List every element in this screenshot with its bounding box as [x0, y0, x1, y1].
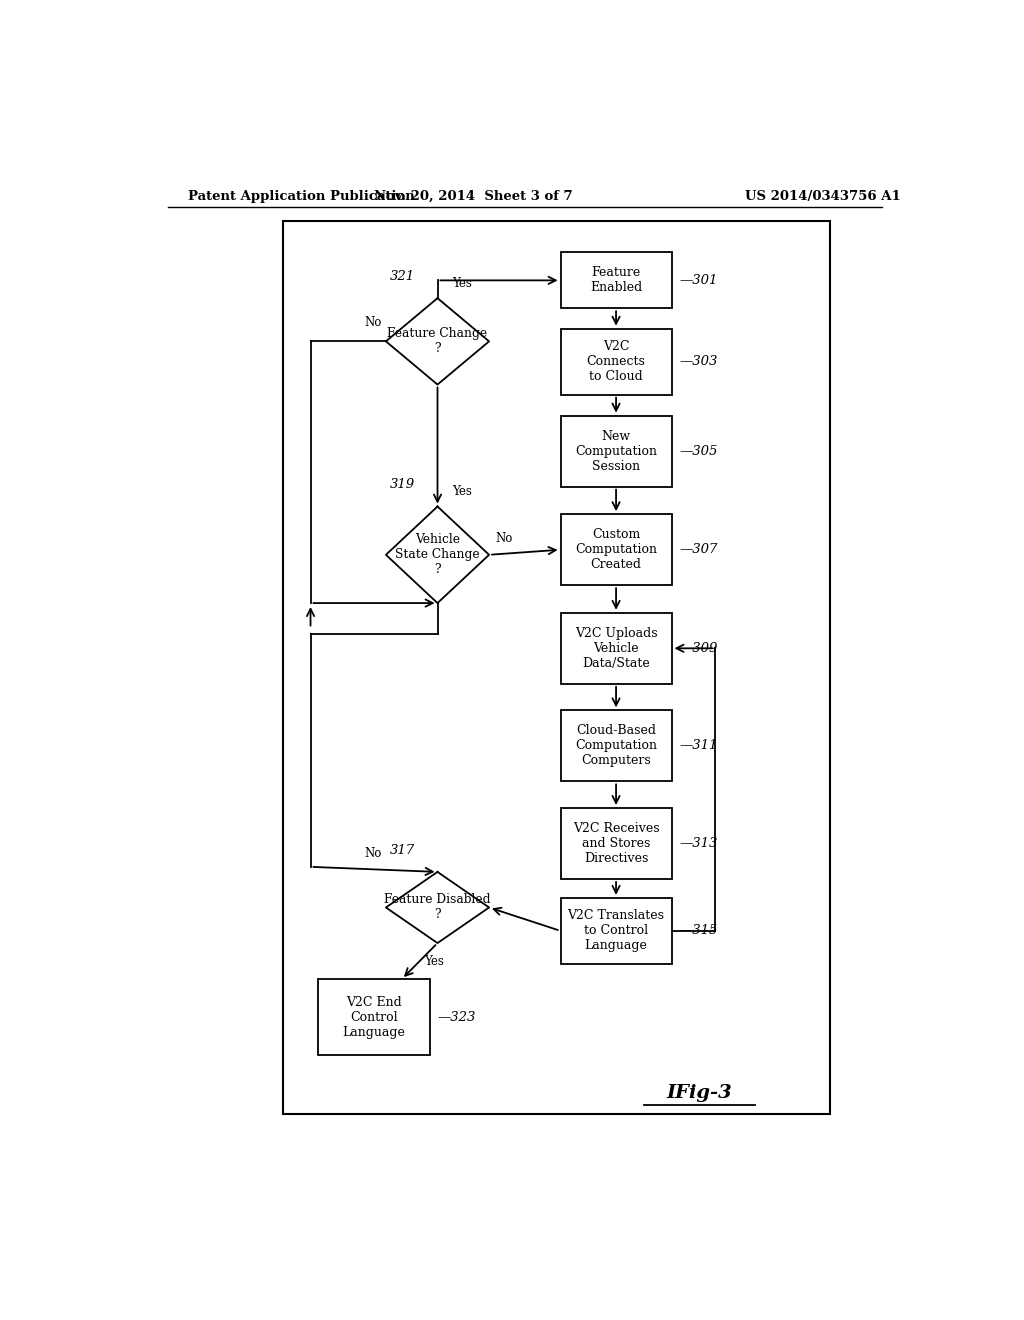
FancyBboxPatch shape [560, 252, 672, 309]
Text: New
Computation
Session: New Computation Session [575, 429, 657, 473]
Text: Feature
Enabled: Feature Enabled [590, 267, 642, 294]
Text: IFig-3: IFig-3 [667, 1085, 732, 1102]
Polygon shape [386, 507, 489, 603]
FancyBboxPatch shape [560, 898, 672, 964]
Text: Nov. 20, 2014  Sheet 3 of 7: Nov. 20, 2014 Sheet 3 of 7 [374, 190, 572, 202]
Text: 319: 319 [390, 478, 415, 491]
FancyBboxPatch shape [560, 710, 672, 781]
Text: V2C
Connects
to Cloud: V2C Connects to Cloud [587, 341, 645, 383]
Text: —301: —301 [680, 273, 718, 286]
Text: Yes: Yes [452, 277, 472, 290]
Text: V2C Uploads
Vehicle
Data/State: V2C Uploads Vehicle Data/State [574, 627, 657, 669]
Text: —305: —305 [680, 445, 718, 458]
Text: No: No [365, 846, 382, 859]
Text: V2C Receives
and Stores
Directives: V2C Receives and Stores Directives [572, 822, 659, 865]
FancyBboxPatch shape [560, 612, 672, 684]
Text: —311: —311 [680, 739, 718, 752]
FancyBboxPatch shape [560, 329, 672, 395]
Text: V2C End
Control
Language: V2C End Control Language [343, 995, 406, 1039]
Polygon shape [386, 873, 489, 942]
Text: 317: 317 [390, 843, 415, 857]
Text: V2C Translates
to Control
Language: V2C Translates to Control Language [567, 909, 665, 952]
FancyBboxPatch shape [560, 808, 672, 879]
FancyBboxPatch shape [318, 979, 430, 1056]
Text: —309: —309 [680, 642, 718, 655]
Text: Custom
Computation
Created: Custom Computation Created [575, 528, 657, 572]
Text: —303: —303 [680, 355, 718, 368]
Text: —315: —315 [680, 924, 718, 937]
Text: Feature Disabled
?: Feature Disabled ? [384, 894, 490, 921]
FancyBboxPatch shape [560, 515, 672, 585]
Text: 321: 321 [390, 269, 415, 282]
Text: No: No [365, 317, 382, 329]
Text: Cloud-Based
Computation
Computers: Cloud-Based Computation Computers [575, 725, 657, 767]
Text: —323: —323 [437, 1011, 476, 1024]
Text: —307: —307 [680, 544, 718, 556]
Text: Feature Change
?: Feature Change ? [387, 327, 487, 355]
Text: Yes: Yes [452, 486, 472, 499]
Text: No: No [496, 532, 513, 545]
Text: —313: —313 [680, 837, 718, 850]
Text: Vehicle
State Change
?: Vehicle State Change ? [395, 533, 480, 577]
Text: US 2014/0343756 A1: US 2014/0343756 A1 [744, 190, 900, 202]
Text: Patent Application Publication: Patent Application Publication [187, 190, 415, 202]
Text: Yes: Yes [424, 956, 443, 969]
Polygon shape [386, 298, 489, 384]
FancyBboxPatch shape [560, 416, 672, 487]
